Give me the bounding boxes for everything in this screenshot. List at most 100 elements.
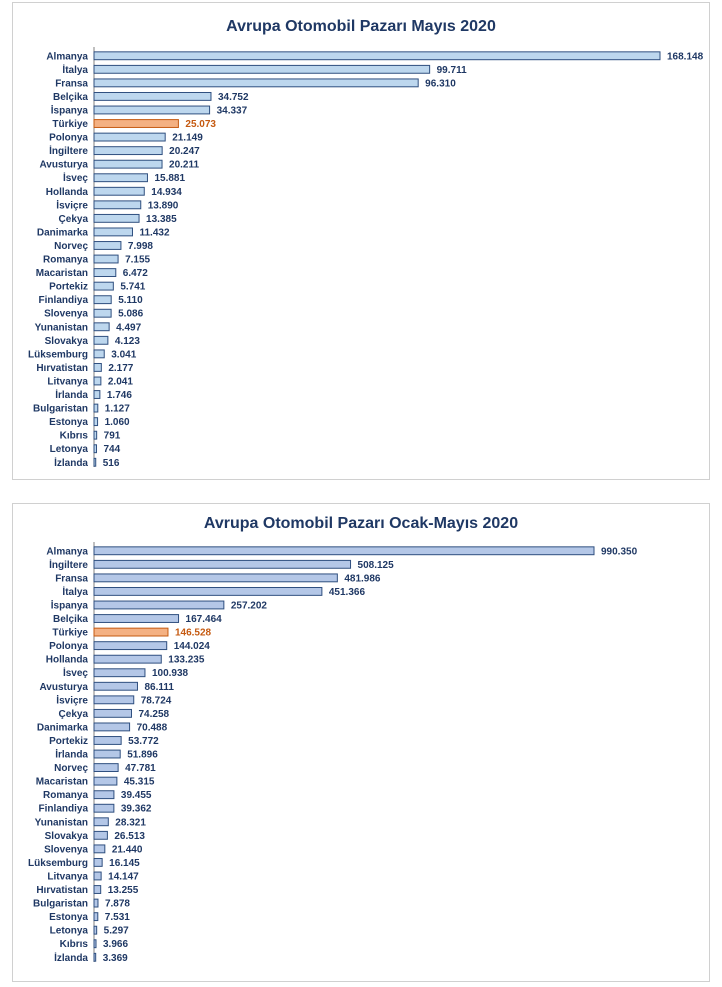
category-label: Finlandiya xyxy=(39,804,89,815)
data-label: 6.472 xyxy=(123,268,148,279)
bar xyxy=(93,546,595,556)
bar xyxy=(93,952,97,962)
bar xyxy=(93,200,142,210)
category-label: İrlanda xyxy=(55,748,88,761)
category-label: Litvanya xyxy=(47,871,88,882)
data-label: 2.177 xyxy=(108,363,133,374)
data-label: 13.890 xyxy=(148,200,179,211)
category-label: Macaristan xyxy=(36,268,88,279)
data-label: 5.086 xyxy=(118,309,143,320)
category-label: Danimarka xyxy=(37,722,89,733)
data-label: 481.986 xyxy=(344,573,381,584)
bar xyxy=(93,403,99,413)
category-label: Portekiz xyxy=(49,736,88,747)
data-label: 34.752 xyxy=(218,92,249,103)
data-label: 133.235 xyxy=(168,655,205,666)
category-label: İngiltere xyxy=(49,144,88,157)
data-label: 5.741 xyxy=(120,282,145,293)
data-label: 20.247 xyxy=(169,146,200,157)
category-label: İsviçre xyxy=(56,198,88,211)
bar xyxy=(93,444,98,454)
category-label: Danimarka xyxy=(37,227,89,238)
category-label: Hollanda xyxy=(46,655,89,666)
data-label: 451.366 xyxy=(329,587,366,598)
category-label: Hollanda xyxy=(46,187,89,198)
category-label: İngiltere xyxy=(49,558,88,571)
data-label: 51.896 xyxy=(127,750,158,761)
category-label: İsveç xyxy=(63,171,88,184)
bar xyxy=(93,186,145,196)
category-label: Lüksemburg xyxy=(28,349,88,360)
bar xyxy=(93,790,115,800)
bar xyxy=(93,254,119,264)
bar xyxy=(93,362,102,372)
data-label: 45.315 xyxy=(124,777,155,788)
category-label: Estonya xyxy=(49,912,88,923)
data-label: 13.255 xyxy=(108,885,139,896)
category-label: Polonya xyxy=(49,133,88,144)
category-label: Finlandiya xyxy=(39,295,89,306)
category-label: Kıbrıs xyxy=(60,939,89,950)
category-label: Fransa xyxy=(55,573,88,584)
data-label: 508.125 xyxy=(358,560,395,571)
bar xyxy=(93,898,99,908)
chart-jan-may-2020: Avrupa Otomobil Pazarı Ocak-Mayıs 2020 A… xyxy=(28,515,638,964)
data-label: 5.297 xyxy=(104,926,129,937)
data-label: 167.464 xyxy=(186,614,223,625)
category-label: Litvanya xyxy=(47,376,88,387)
category-label: Belçika xyxy=(53,92,88,103)
bar xyxy=(93,51,661,61)
bar xyxy=(93,641,168,651)
bar xyxy=(93,295,112,305)
bar xyxy=(93,681,138,691)
data-label: 53.772 xyxy=(128,736,159,747)
data-label: 14.147 xyxy=(108,871,139,882)
data-label: 25.073 xyxy=(185,119,216,130)
category-label: İzlanda xyxy=(54,456,88,469)
category-label: Slovenya xyxy=(44,844,88,855)
category-label: Avusturya xyxy=(39,682,88,693)
data-label: 744 xyxy=(104,444,121,455)
category-label: Türkiye xyxy=(52,628,88,639)
bar xyxy=(93,417,99,427)
category-label: Hırvatistan xyxy=(36,363,88,374)
data-label: 15.881 xyxy=(154,173,185,184)
bar xyxy=(93,844,106,854)
bar xyxy=(93,817,109,827)
category-label: Hırvatistan xyxy=(36,885,88,896)
bar xyxy=(93,708,132,718)
bar xyxy=(93,600,225,610)
bar xyxy=(93,654,162,664)
data-label: 78.724 xyxy=(141,695,172,706)
category-label: Slovakya xyxy=(45,831,89,842)
bar xyxy=(93,695,135,705)
bar xyxy=(93,213,140,223)
bar xyxy=(93,241,122,250)
bar xyxy=(93,763,119,773)
bar-highlight xyxy=(93,627,169,637)
data-label: 74.258 xyxy=(138,709,169,720)
category-label: İzlanda xyxy=(54,951,88,964)
data-label: 100.938 xyxy=(152,668,189,679)
chart-panel-jan-may: Avrupa Otomobil Pazarı Ocak-Mayıs 2020 A… xyxy=(12,503,710,982)
data-label: 144.024 xyxy=(174,641,211,652)
data-label: 7.531 xyxy=(105,912,130,923)
bar xyxy=(93,559,352,569)
data-label: 791 xyxy=(104,431,121,442)
category-label: İsveç xyxy=(63,666,88,679)
bar xyxy=(93,749,121,759)
category-label: Kıbrıs xyxy=(60,431,89,442)
bar xyxy=(93,308,112,318)
category-label: İspanya xyxy=(51,598,89,611)
data-label: 257.202 xyxy=(231,600,268,611)
data-label: 14.934 xyxy=(151,187,182,198)
data-label: 34.337 xyxy=(217,105,248,116)
bar xyxy=(93,376,102,386)
bar xyxy=(93,586,323,596)
category-label: İtalya xyxy=(62,585,88,598)
bar xyxy=(93,830,108,840)
category-label: Bulgaristan xyxy=(33,899,88,910)
data-label: 1.127 xyxy=(105,404,130,415)
bar xyxy=(93,457,97,467)
category-label: İsviçre xyxy=(56,693,88,706)
